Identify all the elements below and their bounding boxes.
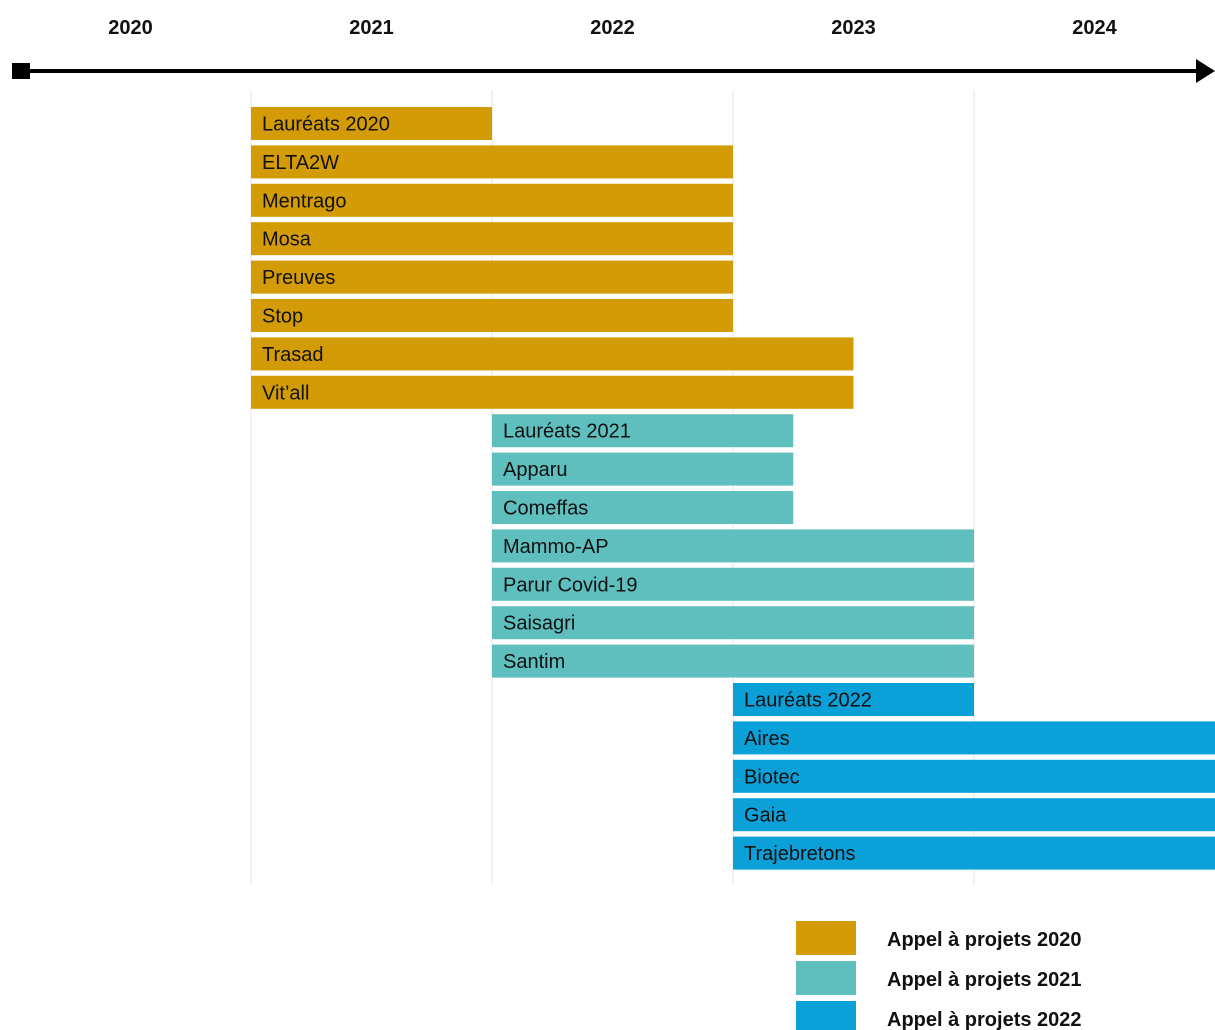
legend: Appel à projets 2020 Appel à projets 2021… [796,921,1082,1030]
legend-swatch [796,961,856,995]
project-bar-fill [251,183,733,217]
project-bar: Apparu [492,452,794,486]
project-bar-label: Lauréats 2022 [744,690,872,712]
project-bar: Lauréats 2022 [733,683,974,716]
project-bar-fill [251,299,733,332]
project-bar: Trajebretons [733,836,1215,870]
year-tick-label: 2022 [590,17,635,39]
project-bar-fill [251,222,733,256]
project-bar: Preuves [251,260,733,294]
project-bar-fill [251,107,492,140]
project-bar: Vit’all [251,375,854,409]
project-bar: Lauréats 2020 [251,107,492,140]
project-bar-fill [492,567,974,601]
project-bar-fill [733,721,1215,755]
axis-start-marker [12,63,30,79]
legend-entry: Appel à projets 2020 [796,921,1082,955]
project-bar-label: Aires [744,728,790,750]
project-bar-label: Stop [262,306,303,328]
project-bar: Mammo-AP [492,529,974,563]
project-bar-label: Mammo-AP [503,536,609,558]
project-bar: Parur Covid-19 [492,567,974,601]
project-bar-fill [492,606,974,640]
project-bar-label: Trasad [262,344,324,366]
project-bar-label: ELTA2W [262,152,339,174]
project-bar-fill [733,683,974,716]
project-bar-label: Mentrago [262,190,347,212]
year-tick-label: 2020 [108,17,153,39]
project-bar: ELTA2W [251,145,733,179]
project-bar: Aires [733,721,1215,755]
project-bar-label: Biotec [744,766,800,788]
project-bar-label: Santim [503,651,565,673]
project-bars: Lauréats 2020 ELTA2W Mentrago Mosa Preuves St… [251,107,1215,870]
legend-swatch [796,1001,856,1030]
legend-entry: Appel à projets 2021 [796,961,1082,995]
project-bar-fill [251,337,854,371]
legend-label: Appel à projets 2020 [887,929,1082,951]
project-bar: Santim [492,644,974,678]
project-bar-label: Vit’all [262,382,309,404]
project-bar: Gaia [733,798,1215,832]
project-bar-fill [251,375,854,409]
legend-label: Appel à projets 2021 [887,969,1082,991]
project-bar: Biotec [733,759,1215,793]
project-bar-fill [492,491,794,524]
project-bar-label: Saisagri [503,613,575,635]
project-bar-label: Comeffas [503,498,588,520]
project-bar-label: Lauréats 2021 [503,421,631,443]
project-bar: Lauréats 2021 [492,414,794,448]
project-bar-label: Trajebretons [744,843,856,865]
project-bar-fill [492,414,794,448]
project-bar: Trasad [251,337,854,371]
project-bar-label: Mosa [262,229,312,251]
project-bar-fill [492,452,794,486]
project-bar: Comeffas [492,491,794,524]
project-bar: Mosa [251,222,733,256]
year-tick-label: 2023 [831,17,876,39]
axis-arrow-icon [1196,59,1215,83]
project-bar-fill [251,260,733,294]
year-tick-label: 2021 [349,17,394,39]
project-bar-fill [733,759,1215,793]
year-tick-labels: 2020 2021 2022 2023 2024 [108,17,1117,39]
project-bar-fill [492,644,974,678]
project-bar: Saisagri [492,606,974,640]
project-bar: Mentrago [251,183,733,217]
project-bar-label: Preuves [262,267,335,289]
project-bar-fill [492,529,974,563]
project-bar-fill [733,798,1215,832]
project-bar: Stop [251,299,733,332]
legend-entry: Appel à projets 2022 [796,1001,1082,1030]
project-bar-fill [733,836,1215,870]
project-bar-label: Gaia [744,805,787,827]
project-bar-label: Lauréats 2020 [262,114,390,136]
project-bar-label: Parur Covid-19 [503,574,638,596]
year-tick-label: 2024 [1072,17,1117,39]
legend-label: Appel à projets 2022 [887,1009,1082,1030]
project-bar-fill [251,145,733,179]
project-bar-label: Apparu [503,459,568,481]
timeline-axis [12,59,1215,83]
legend-swatch [796,921,856,955]
